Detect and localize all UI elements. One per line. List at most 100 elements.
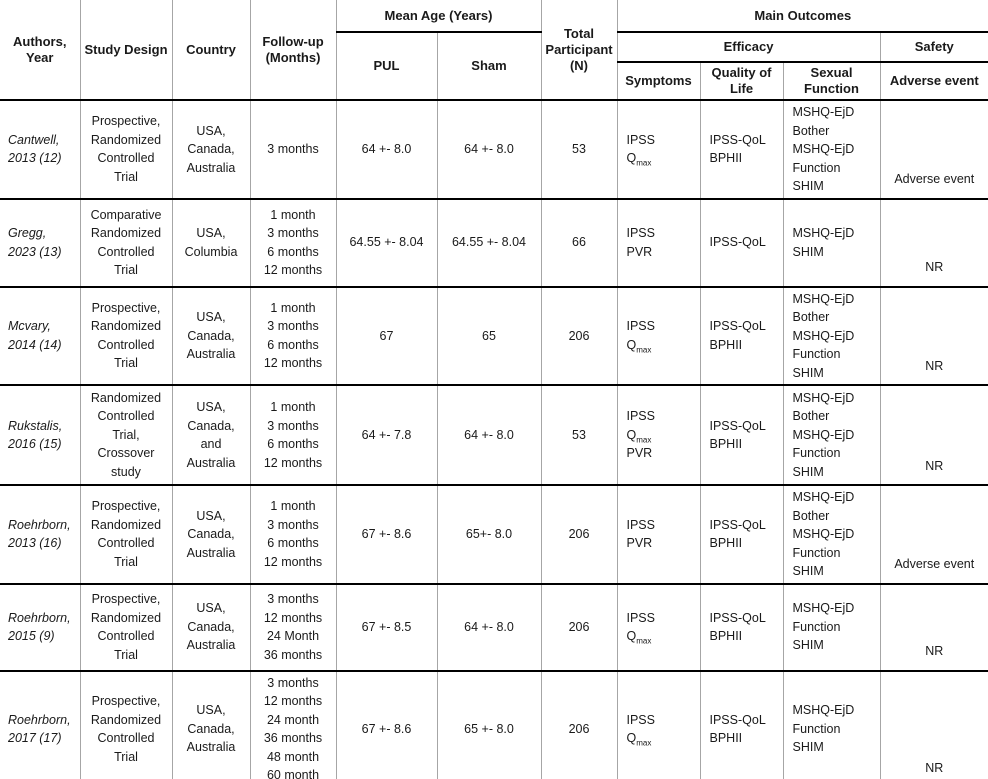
- cell-total-participant: 206: [540, 670, 618, 779]
- cell-symptoms: IPSS Qmax: [616, 286, 701, 386]
- cell-quality-of-life: IPSS-QoL BPHII: [699, 583, 784, 672]
- cell-country: USA, Canada, Australia: [171, 485, 251, 585]
- header-total-participant: Total Participant (N): [540, 0, 618, 101]
- cell-total-participant: 206: [540, 286, 618, 386]
- cell-sexual-function: MSHQ-EjD Function SHIM: [782, 670, 881, 779]
- cell-country: USA, Canada, Australia: [171, 670, 251, 779]
- cell-follow-up: 3 months 12 months 24 month 36 months 48…: [249, 670, 337, 779]
- table-row: Roehrborn, 2017 (17) Prospective, Random…: [0, 670, 988, 779]
- cell-country: USA, Canada, Australia: [171, 286, 251, 386]
- cell-country: USA, Canada, and Australia: [171, 385, 251, 486]
- cell-safety: Adverse event: [879, 100, 988, 200]
- header-row-bottom: Symptoms Quality of Life Sexual Function…: [0, 62, 988, 101]
- cell-symptoms: IPSS Qmax: [616, 670, 701, 779]
- cell-follow-up: 3 months: [249, 100, 337, 200]
- cell-study-design: Prospective, Randomized Controlled Trial: [79, 670, 173, 779]
- table-row: Roehrborn, 2015 (9) Prospective, Randomi…: [0, 583, 988, 672]
- cell-mean-age-pul: 67 +- 8.6: [335, 485, 438, 585]
- cell-quality-of-life: IPSS-QoL BPHII: [699, 286, 784, 386]
- header-follow-up: Follow-up (Months): [249, 0, 337, 101]
- cell-mean-age-sham: 65: [436, 286, 542, 386]
- header-row-top: Authors, Year Study Design Country Follo…: [0, 0, 988, 101]
- header-study-design: Study Design: [79, 0, 173, 101]
- cell-mean-age-sham: 64 +- 8.0: [436, 385, 542, 486]
- cell-study-design: Randomized Controlled Trial, Crossover s…: [79, 385, 173, 486]
- cell-sexual-function: MSHQ-EjD Bother MSHQ-EjD Function SHIM: [782, 385, 881, 486]
- header-country: Country: [171, 0, 251, 101]
- header-efficacy: Efficacy: [616, 32, 881, 63]
- cell-safety: NR: [879, 583, 988, 672]
- cell-quality-of-life: IPSS-QoL BPHII: [699, 670, 784, 779]
- cell-quality-of-life: IPSS-QoL BPHII: [699, 485, 784, 585]
- cell-authors-year: Mcvary, 2014 (14): [0, 286, 81, 386]
- cell-total-participant: 66: [540, 198, 618, 288]
- cell-authors-year: Roehrborn, 2015 (9): [0, 583, 81, 672]
- header-pul: PUL: [336, 32, 438, 101]
- cell-total-participant: 206: [540, 583, 618, 672]
- cell-sexual-function: MSHQ-EjD SHIM: [782, 198, 881, 288]
- cell-total-participant: 206: [540, 485, 618, 585]
- table-row: Mcvary, 2014 (14) Prospective, Randomize…: [0, 286, 988, 386]
- cell-mean-age-sham: 64.55 +- 8.04: [436, 198, 542, 288]
- cell-safety: Adverse event: [879, 485, 988, 585]
- cell-symptoms: IPSS Qmax: [616, 100, 701, 200]
- cell-follow-up: 1 month 3 months 6 months 12 months: [249, 286, 337, 386]
- cell-safety: NR: [879, 670, 988, 779]
- table-row: Roehrborn, 2013 (16) Prospective, Random…: [0, 485, 988, 585]
- cell-mean-age-pul: 67: [335, 286, 438, 386]
- cell-authors-year: Cantwell, 2013 (12): [0, 100, 81, 200]
- table-row: Rukstalis, 2016 (15) Randomized Controll…: [0, 385, 988, 486]
- cell-total-participant: 53: [540, 385, 618, 486]
- cell-mean-age-sham: 64 +- 8.0: [436, 100, 542, 200]
- cell-authors-year: Roehrborn, 2017 (17): [0, 670, 81, 779]
- cell-symptoms: IPSS Qmax PVR: [616, 385, 701, 486]
- cell-quality-of-life: IPSS-QoL BPHII: [699, 100, 784, 200]
- cell-mean-age-pul: 64.55 +- 8.04: [335, 198, 438, 288]
- cell-mean-age-sham: 64 +- 8.0: [436, 583, 542, 672]
- cell-sexual-function: MSHQ-EjD Function SHIM: [782, 583, 881, 672]
- cell-quality-of-life: IPSS-QoL BPHII: [699, 385, 784, 486]
- header-sexual-function: Sexual Function: [782, 62, 881, 101]
- cell-total-participant: 53: [540, 100, 618, 200]
- table-body: Cantwell, 2013 (12) Prospective, Randomi…: [0, 100, 988, 779]
- header-sham: Sham: [436, 32, 542, 101]
- table-header: Authors, Year Study Design Country Follo…: [0, 0, 988, 101]
- cell-study-design: Prospective, Randomized Controlled Trial: [79, 286, 173, 386]
- cell-study-design: Comparative Randomized Controlled Trial: [79, 198, 173, 288]
- cell-authors-year: Roehrborn, 2013 (16): [0, 485, 81, 585]
- cell-symptoms: IPSS Qmax: [616, 583, 701, 672]
- cell-follow-up: 1 month 3 months 6 months 12 months: [249, 198, 337, 288]
- cell-study-design: Prospective, Randomized Controlled Trial: [79, 100, 173, 200]
- cell-country: USA, Columbia: [171, 198, 251, 288]
- header-symptoms: Symptoms: [617, 62, 701, 101]
- cell-mean-age-pul: 64 +- 7.8: [335, 385, 438, 486]
- cell-follow-up: 1 month 3 months 6 months 12 months: [249, 485, 337, 585]
- cell-study-design: Prospective, Randomized Controlled Trial: [79, 485, 173, 585]
- header-authors-year: Authors, Year: [0, 0, 81, 101]
- cell-safety: NR: [879, 286, 988, 386]
- cell-country: USA, Canada, Australia: [171, 583, 251, 672]
- header-quality-of-life: Quality of Life: [699, 62, 784, 101]
- cell-mean-age-pul: 64 +- 8.0: [335, 100, 438, 200]
- cell-study-design: Prospective, Randomized Controlled Trial: [79, 583, 173, 672]
- header-main-outcomes: Main Outcomes: [616, 0, 988, 33]
- cell-safety: NR: [879, 198, 988, 288]
- cell-safety: NR: [879, 385, 988, 486]
- table-row: Cantwell, 2013 (12) Prospective, Randomi…: [0, 100, 988, 200]
- cell-mean-age-pul: 67 +- 8.6: [335, 670, 438, 779]
- header-adverse-event: Adverse event: [879, 62, 988, 101]
- cell-country: USA, Canada, Australia: [171, 100, 251, 200]
- cell-quality-of-life: IPSS-QoL: [699, 198, 784, 288]
- cell-authors-year: Gregg, 2023 (13): [0, 198, 81, 288]
- cell-mean-age-pul: 67 +- 8.5: [335, 583, 438, 672]
- cell-follow-up: 1 month 3 months 6 months 12 months: [249, 385, 337, 486]
- header-row-middle: PUL Sham Efficacy Safety: [0, 32, 988, 101]
- header-mean-age: Mean Age (Years): [335, 0, 542, 33]
- cell-mean-age-sham: 65+- 8.0: [436, 485, 542, 585]
- cell-symptoms: IPSS PVR: [616, 198, 701, 288]
- header-safety: Safety: [879, 32, 988, 63]
- cell-sexual-function: MSHQ-EjD Bother MSHQ-EjD Function SHIM: [782, 286, 881, 386]
- cell-mean-age-sham: 65 +- 8.0: [436, 670, 542, 779]
